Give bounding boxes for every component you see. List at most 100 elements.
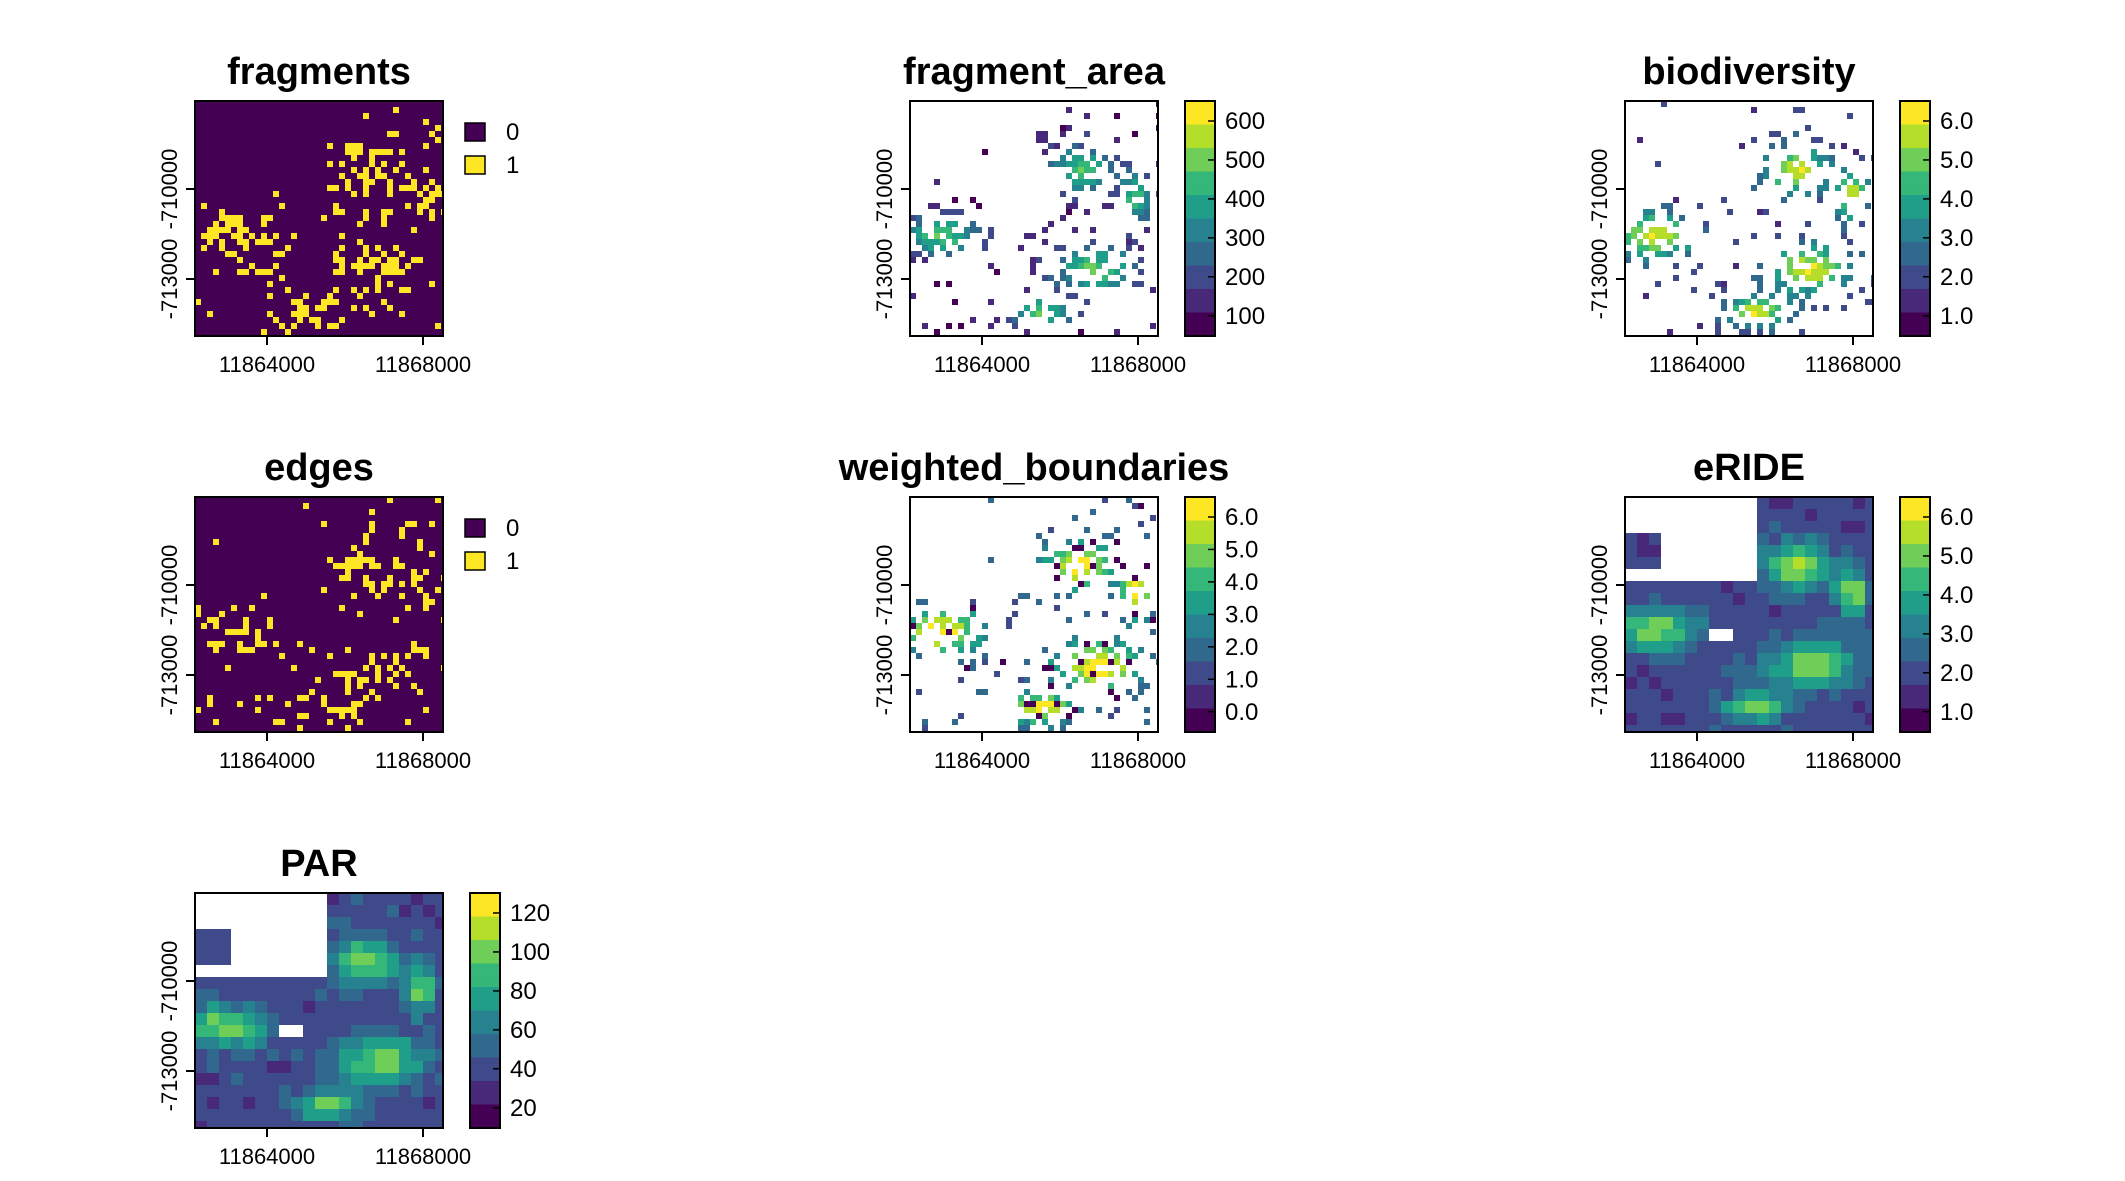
raster-cell [369,275,375,281]
raster-cell [285,131,291,137]
raster-cell [291,305,297,311]
raster-cell [333,569,339,575]
raster-cell [195,725,201,731]
raster-cell [285,563,291,569]
raster-cell [231,269,237,275]
raster-cell [261,287,267,293]
raster-cell [1697,593,1709,605]
raster-cell [249,197,255,203]
raster-cell [1769,689,1781,701]
raster-cell [279,275,285,281]
raster-cell [1120,671,1126,677]
raster-cell [1793,131,1799,137]
raster-cell [1072,293,1078,299]
raster-cell [201,545,207,551]
raster-cell [237,143,243,149]
raster-cell [393,545,399,551]
raster-cell [1060,245,1066,251]
raster-cell [399,113,405,119]
colorbar-frame [1184,100,1216,337]
raster-cell [345,677,351,683]
raster-cell [429,323,435,329]
raster-cell [345,659,351,665]
raster-cell [1733,323,1739,329]
raster-cell [285,323,291,329]
colorbar-segment [1185,165,1215,172]
raster-cell [1817,275,1823,281]
raster-cell [1769,143,1775,149]
raster-cell [429,701,435,707]
raster-cell [237,227,243,233]
raster-cell [435,527,441,533]
raster-cell [1090,539,1096,545]
raster-cell [381,293,387,299]
raster-cell [423,149,429,155]
raster-cell [333,239,339,245]
raster-cell [225,665,231,671]
raster-cell [357,221,363,227]
raster-cell [1084,245,1090,251]
raster-cell [423,707,429,713]
raster-cell [213,221,219,227]
raster-cell [393,203,399,209]
raster-cell [351,647,357,653]
raster-cell [321,581,327,587]
raster-cells [1625,497,1873,732]
raster-cell [435,221,441,227]
raster-cell [393,629,399,635]
raster-cell [315,539,321,545]
raster-cell [351,1001,363,1013]
colorbar-segment [1185,265,1215,272]
raster-cell [345,551,351,557]
raster-cell [1096,659,1102,665]
raster-cell [1817,629,1829,641]
raster-cell [357,641,363,647]
raster-cell [351,671,357,677]
raster-cell [910,251,916,257]
colorbar-segment [1185,579,1215,586]
raster-cell [393,551,399,557]
raster-cell [309,683,315,689]
raster-cell [267,575,273,581]
raster-cell [393,509,399,515]
raster-cell [309,563,315,569]
raster-cell [291,161,297,167]
raster-cell [195,185,201,191]
raster-cell [1066,263,1072,269]
raster-cell [369,287,375,293]
raster-cell [1697,689,1709,701]
raster-cell [1054,311,1060,317]
raster-cell [303,227,309,233]
raster-cell [1054,707,1060,713]
raster-cell [393,641,399,647]
raster-cell [267,323,273,329]
raster-cell [393,599,399,605]
raster-cell [1853,149,1859,155]
raster-cell [1138,203,1144,209]
raster-cell [1745,299,1751,305]
raster-cell [333,263,339,269]
raster-cell [345,665,351,671]
raster-cell [195,521,201,527]
raster-cell [1060,719,1066,725]
raster-cell [333,281,339,287]
raster-cell [351,533,357,539]
raster-cell [411,185,417,191]
raster-cell [309,257,315,263]
raster-cell [916,215,922,221]
raster-cell [1757,305,1763,311]
raster-cell [273,611,279,617]
raster-cell [1036,599,1042,605]
x-tick-label: 11864000 [219,352,315,377]
colorbar-segment [1900,620,1930,627]
raster-cell [285,203,291,209]
raster-cell [1066,683,1072,689]
raster-cell [249,515,255,521]
colorbar-label: 1.0 [1940,699,1973,726]
raster-cell [273,599,279,605]
raster-cell [195,251,201,257]
raster-cell [249,257,255,263]
raster-cell [1793,185,1799,191]
raster-cell [375,569,381,575]
raster-cell [279,221,285,227]
